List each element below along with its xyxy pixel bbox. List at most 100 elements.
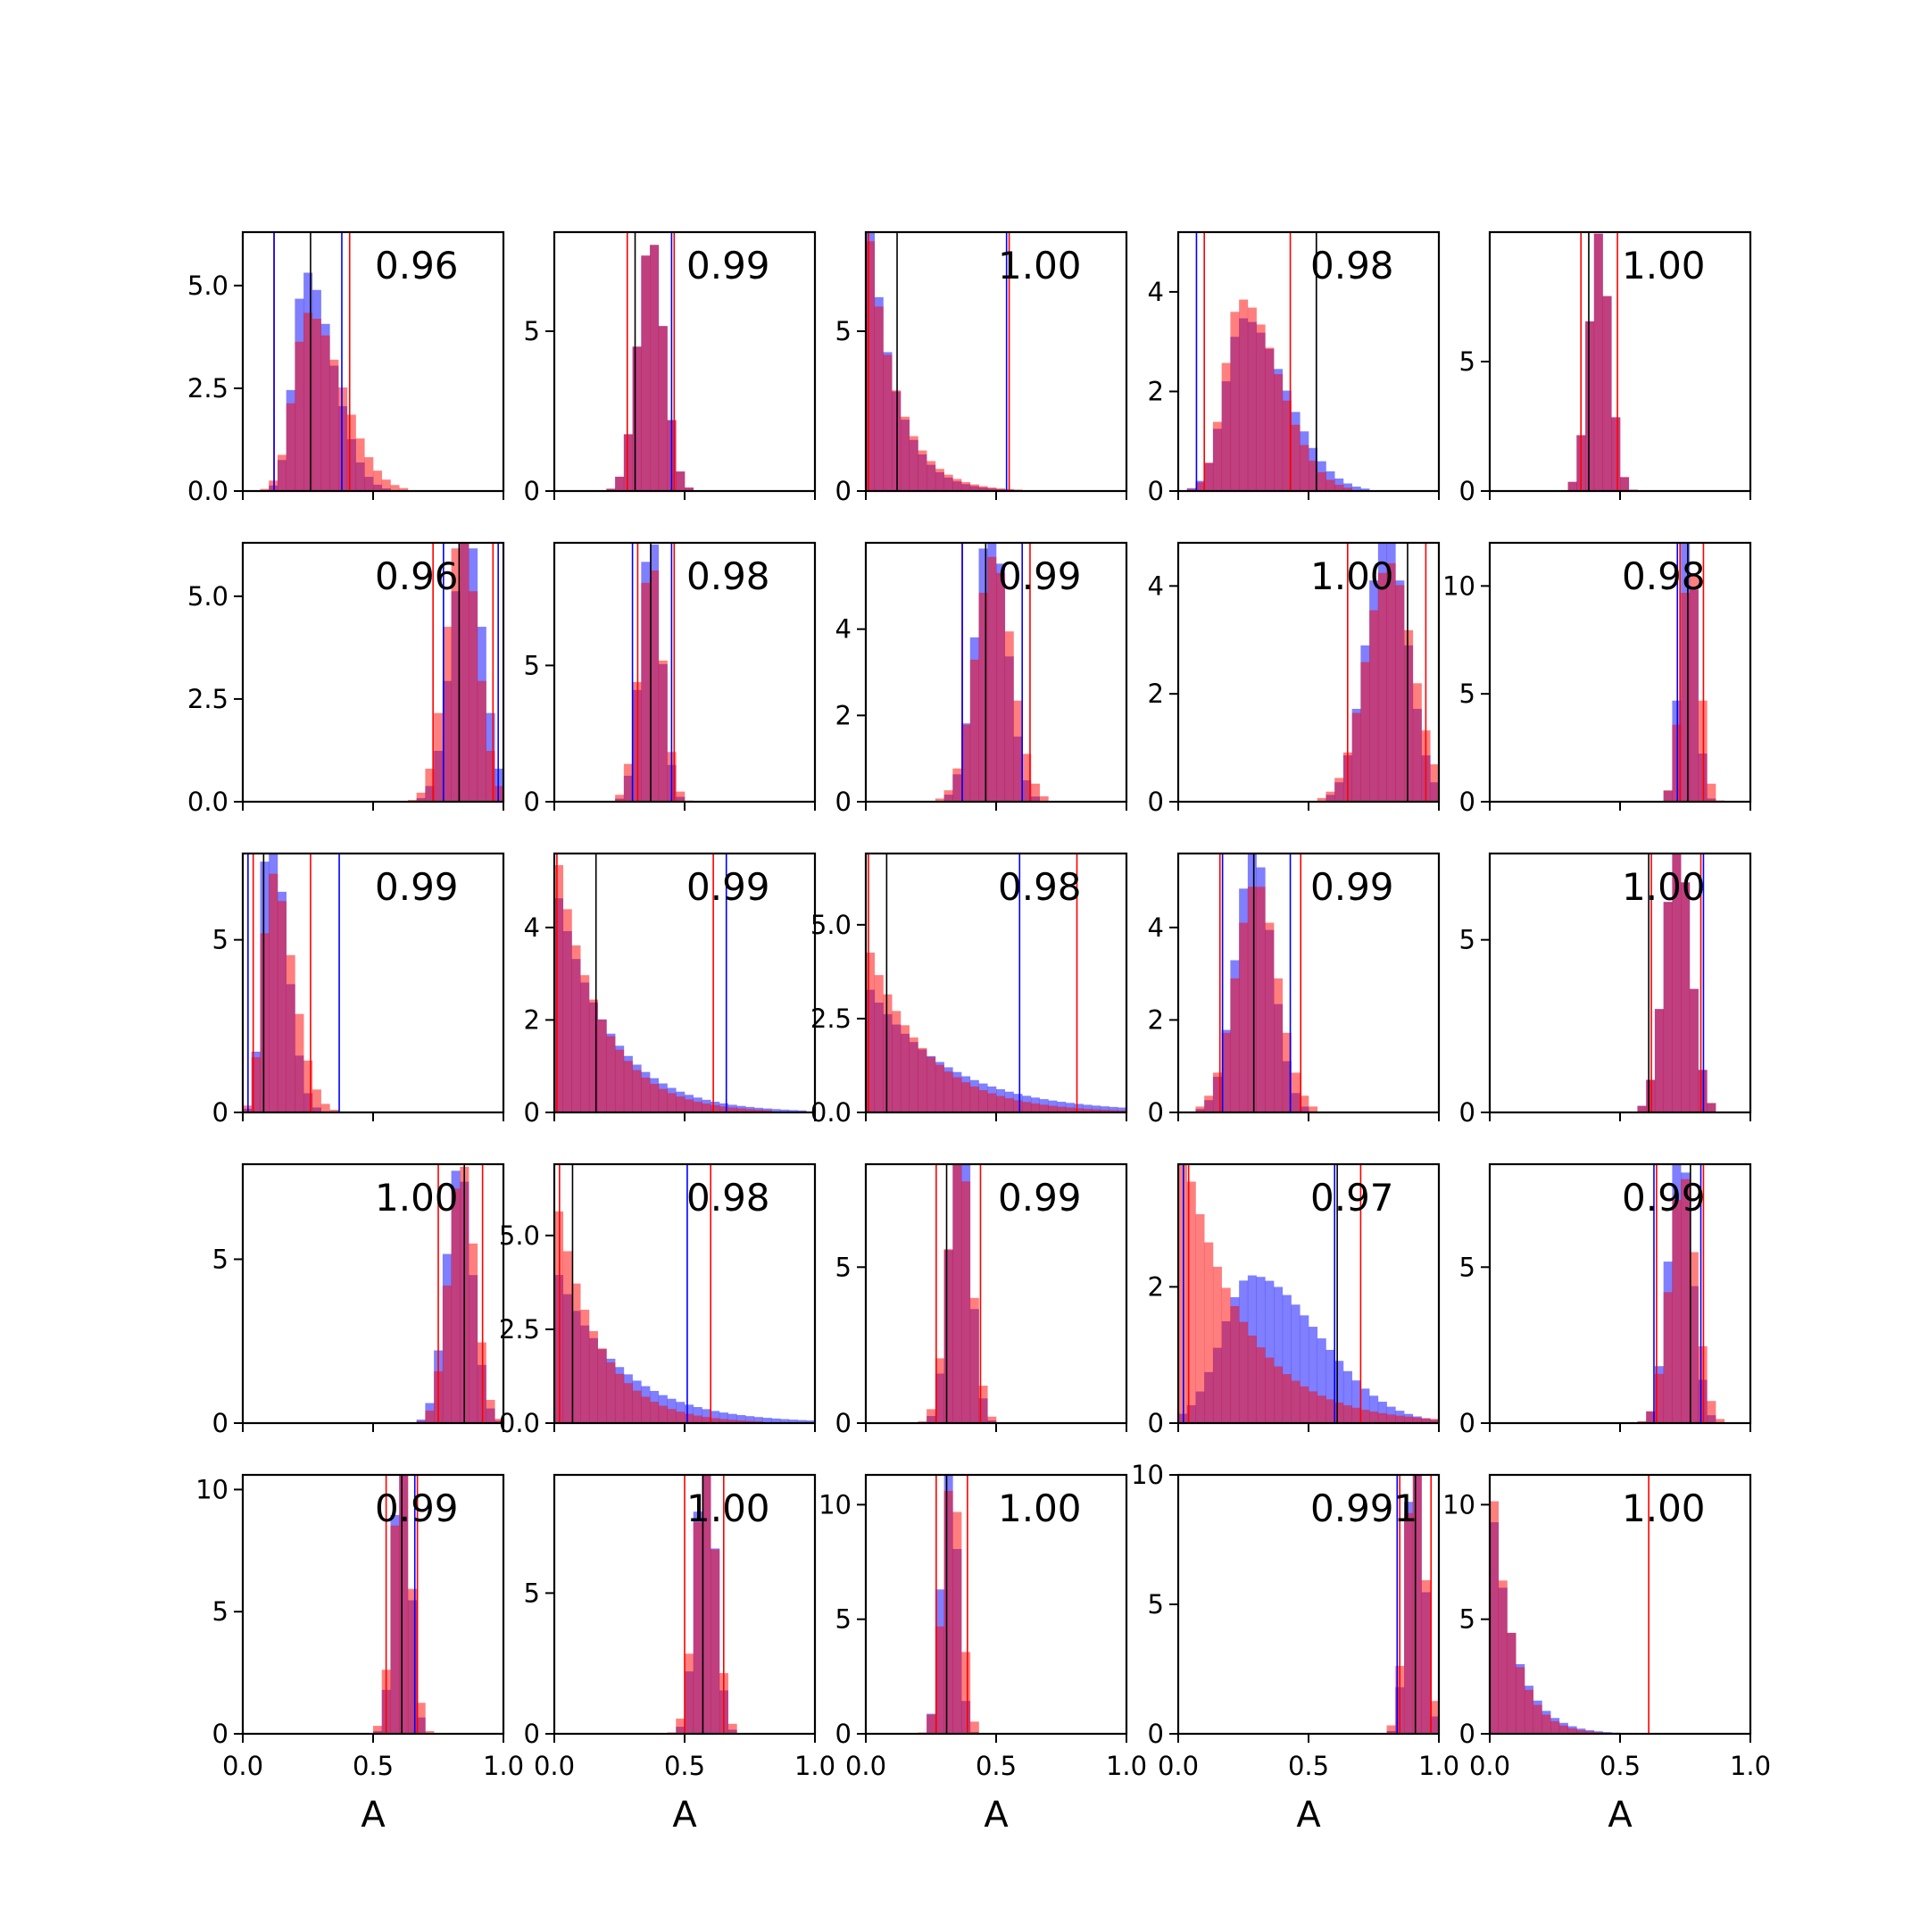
plot-area [606, 232, 694, 491]
histogram-bin [1558, 1725, 1568, 1734]
panel-annotation: 1.00 [686, 1486, 770, 1530]
histogram-bin [1585, 321, 1595, 491]
histogram-bin [1083, 1104, 1093, 1112]
y-tick-label: 0 [212, 1408, 229, 1438]
histogram-bin [1602, 296, 1612, 491]
histogram-bin [780, 1419, 790, 1423]
histogram-bin [935, 469, 944, 491]
histogram-bin [693, 1521, 702, 1734]
histogram-bin [1342, 1405, 1352, 1423]
plot-area [918, 1164, 997, 1423]
histogram-bin [641, 1078, 651, 1112]
histogram-panel: 051.00 [1459, 852, 1752, 1128]
panel-annotation: 0.98 [1622, 554, 1706, 598]
histogram-bin [943, 1249, 953, 1423]
histogram-bin [1395, 585, 1405, 802]
histogram-bin [486, 1399, 495, 1423]
histogram-bin [1212, 1266, 1222, 1423]
histogram-bin [1022, 1102, 1032, 1112]
plot-area [935, 543, 1049, 802]
histogram-bin [554, 865, 564, 1112]
histogram-panel: 0.0 2.5 5.0 0.98 [499, 1162, 817, 1438]
y-tick-label: 10 [1131, 1460, 1164, 1490]
panel-annotation: 1.00 [1310, 554, 1394, 598]
histogram-bin [927, 461, 936, 491]
histogram-bin [606, 488, 616, 491]
panel-annotation: 1.00 [1622, 865, 1706, 909]
histogram-bin [771, 1109, 781, 1112]
y-tick-label: 0 [835, 1408, 852, 1438]
histogram-bin [952, 1077, 962, 1112]
histogram-bin [562, 1251, 572, 1423]
x-tick-label: 0.0 [222, 1751, 263, 1781]
histogram-bin [1360, 1410, 1370, 1423]
histogram-series [1186, 299, 1352, 491]
histogram-bin [1274, 978, 1284, 1112]
histogram-panel: 051.00 [1459, 230, 1752, 506]
histogram-bin [676, 1412, 686, 1423]
histogram-bin [969, 484, 979, 491]
histogram-series [407, 543, 503, 802]
histogram-bin [693, 1415, 702, 1423]
histogram-bin [1404, 1512, 1414, 1734]
y-tick-label: 0 [1459, 1097, 1475, 1128]
panel-annotation: 0.99 [998, 554, 1082, 598]
histogram-bin [927, 1714, 936, 1734]
histogram-bin [1395, 1415, 1405, 1423]
histogram-bin [1360, 1388, 1370, 1423]
histogram-bin [719, 1412, 728, 1423]
histogram-bin [260, 933, 270, 1112]
histogram-bin [1654, 1373, 1664, 1423]
histogram-bin [251, 1057, 261, 1112]
histogram-bin [1004, 631, 1014, 802]
y-tick-label: 5.0 [499, 1220, 540, 1251]
histogram-bin [1567, 1728, 1577, 1734]
y-tick-label: 4 [835, 614, 852, 645]
histogram-bin [685, 1413, 694, 1423]
y-tick-label: 0 [835, 1719, 852, 1749]
y-tick-label: 0.0 [187, 476, 229, 506]
x-tick-label: 0.5 [353, 1751, 394, 1781]
histogram-bin [650, 245, 660, 491]
histogram-bin [1421, 1418, 1431, 1423]
histogram-bin [425, 1731, 435, 1734]
histogram-bin [892, 390, 902, 491]
histogram-panel: 0 5 10 0.98 [1442, 541, 1752, 817]
histogram-bin [1334, 1402, 1344, 1423]
x-tick-label: 0.5 [664, 1751, 705, 1781]
histogram-bin [615, 476, 625, 491]
histogram-bin [364, 457, 374, 491]
histogram-bin [676, 791, 686, 802]
histogram-bin [1707, 783, 1716, 802]
histogram-bin [1681, 882, 1691, 1112]
histogram-panel: 0 5 10 0.0 0.5 1.0 A 0.991 [1131, 1460, 1459, 1836]
histogram-bin [685, 1099, 694, 1112]
histogram-bin [295, 1013, 304, 1112]
y-tick-label: 5 [1459, 679, 1475, 709]
histogram-bin [303, 312, 313, 491]
histogram-bin [1550, 1720, 1560, 1734]
histogram-bin [1022, 754, 1032, 802]
histogram-bin [943, 790, 953, 802]
histogram-bin [571, 1283, 581, 1423]
y-tick-label: 2 [524, 1004, 540, 1035]
histogram-bin [943, 1071, 953, 1112]
histogram-bin [978, 486, 988, 491]
histogram-bin [1342, 483, 1352, 491]
histogram-bin [711, 1104, 720, 1112]
histogram-bin [1074, 1103, 1084, 1112]
histogram-bin [1430, 1701, 1439, 1734]
y-tick-label: 5.0 [810, 910, 852, 940]
histogram-bin [615, 1373, 625, 1423]
histogram-bin [1317, 1338, 1326, 1423]
histogram-bin [1654, 1009, 1664, 1112]
histogram-bin [952, 479, 962, 491]
histogram-bin [1611, 417, 1621, 491]
histogram-bin [606, 1362, 616, 1423]
x-axis-label: A [672, 1795, 697, 1836]
histogram-bin [1256, 1347, 1266, 1423]
histogram-bin [1326, 1399, 1335, 1423]
histogram-bin [1334, 484, 1344, 491]
histogram-bin [952, 1511, 962, 1734]
plot-area [554, 1164, 815, 1423]
